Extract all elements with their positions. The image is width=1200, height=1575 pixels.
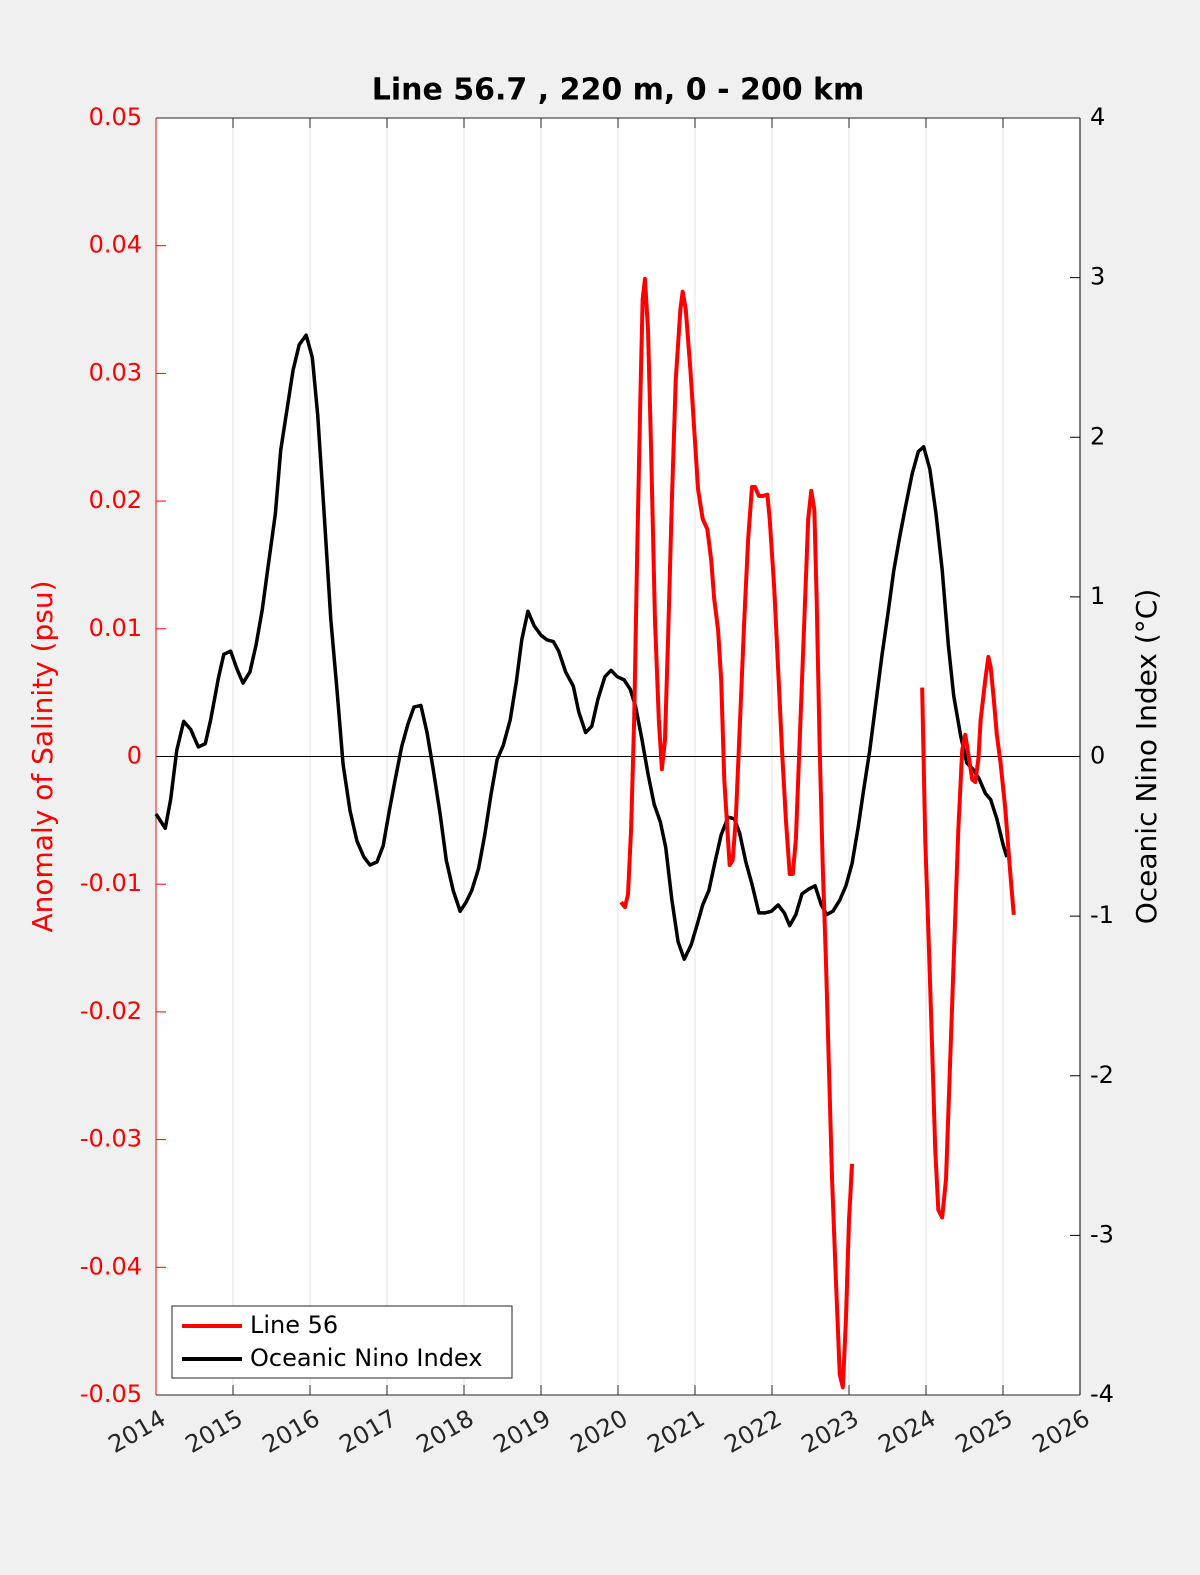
chart-title: Line 56.7 , 220 m, 0 - 200 km [372, 73, 865, 108]
y-tick-label: -0.04 [80, 1252, 142, 1280]
legend-box [171, 1305, 513, 1379]
x-tick-label: 2018 [412, 1404, 479, 1459]
y-tick-label: 0 [127, 742, 142, 770]
y2-tick-label: -3 [1090, 1220, 1114, 1248]
y-tick-label: -0.01 [80, 869, 142, 897]
y2-tick-label: 4 [1090, 103, 1105, 131]
x-tick-label: 2014 [104, 1404, 171, 1459]
x-tick-label: 2023 [797, 1404, 864, 1459]
x-tick-label: 2021 [643, 1404, 710, 1459]
y2-tick-label: -4 [1090, 1380, 1114, 1408]
legend-label: Oceanic Nino Index [250, 1344, 482, 1372]
x-tick-label: 2024 [874, 1404, 941, 1459]
y2-tick-label: -2 [1090, 1061, 1114, 1089]
y-tick-label: 0.05 [89, 103, 142, 131]
x-tick-label: 2022 [720, 1404, 787, 1459]
x-tick-label: 2025 [951, 1404, 1018, 1459]
y-tick-label: -0.02 [80, 997, 142, 1025]
x-tick-label: 2015 [181, 1404, 248, 1459]
y-tick-label: 0.04 [89, 231, 142, 259]
y-tick-label: 0.01 [89, 614, 142, 642]
legend-label: Line 56 [250, 1311, 338, 1339]
y2-axis-label: Oceanic Nino Index (°C) [1130, 589, 1163, 925]
y2-tick-label: 2 [1090, 422, 1105, 450]
y2-tick-label: 1 [1090, 582, 1105, 610]
x-tick-label: 2019 [489, 1404, 556, 1459]
x-tick-label: 2020 [566, 1404, 633, 1459]
y-tick-label: -0.05 [80, 1380, 142, 1408]
y-tick-label: -0.03 [80, 1125, 142, 1153]
y2-tick-label: 0 [1090, 742, 1105, 770]
series-line [619, 276, 1016, 1390]
y-tick-label: 0.02 [89, 486, 142, 514]
x-tick-label: 2016 [258, 1404, 325, 1459]
y-tick-label: 0.03 [89, 358, 142, 386]
x-tick-label: 2026 [1028, 1404, 1095, 1459]
y2-tick-label: -1 [1090, 901, 1114, 929]
x-tick-label: 2017 [335, 1404, 402, 1459]
y-axis-label: Anomaly of Salinity (psu) [26, 580, 59, 932]
series-line [154, 333, 1009, 961]
y2-tick-label: 3 [1090, 263, 1105, 291]
